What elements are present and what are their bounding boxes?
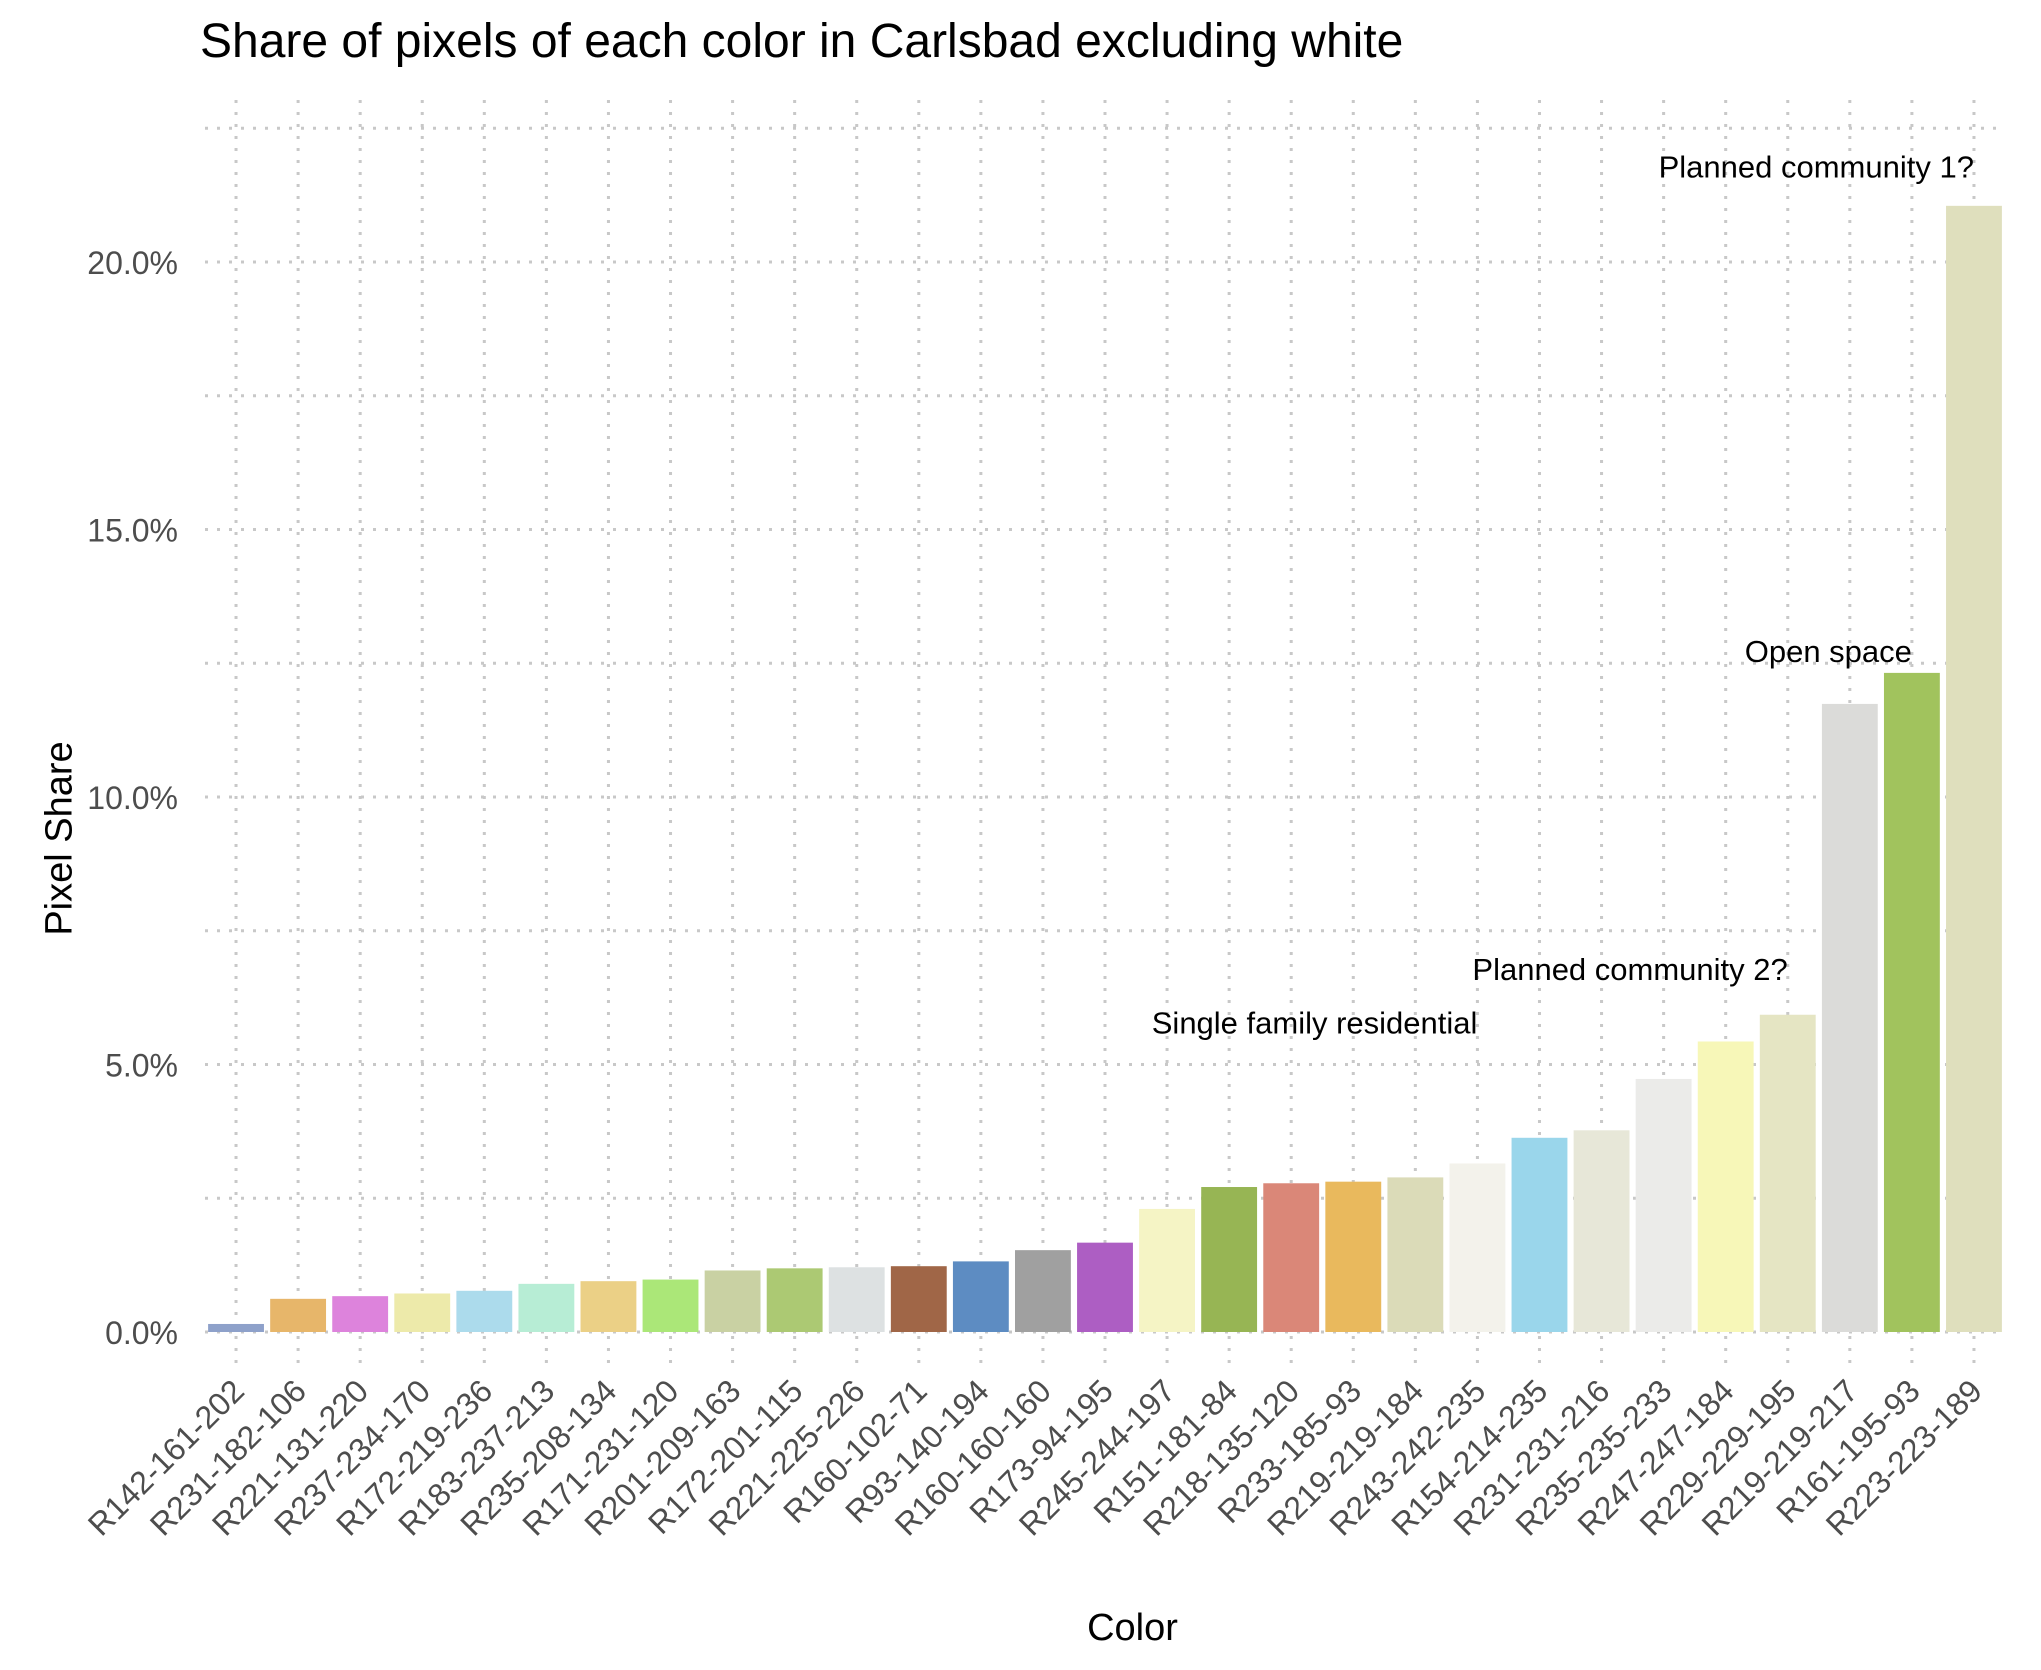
annotation-label: Single family residential [1152, 1006, 1478, 1041]
annotation-label: Planned community 1? [1659, 150, 1974, 185]
bar-R247-247-184 [1697, 1041, 1754, 1332]
bar-R231-231-216 [1573, 1130, 1630, 1332]
bar-R201-209-163 [704, 1270, 761, 1332]
bar-R223-223-189 [1946, 205, 2002, 1333]
y-tick-labels: 0.0% 5.0% 10.0% 15.0% 20.0% [87, 245, 178, 1351]
bar-R219-219-184 [1387, 1177, 1444, 1332]
bar-R173-94-195 [1077, 1242, 1133, 1332]
y-tick-label: 20.0% [87, 245, 178, 281]
annotation-label: Planned community 2? [1472, 952, 1787, 987]
bar-R142-161-202 [208, 1323, 264, 1332]
bar-R235-235-233 [1635, 1078, 1692, 1332]
bar-R243-242-235 [1449, 1163, 1506, 1332]
bar-R172-219-236 [456, 1290, 513, 1332]
bar-R151-181-84 [1201, 1187, 1258, 1332]
y-tick-label: 10.0% [87, 780, 178, 816]
annotation-label: Open space [1745, 634, 1912, 669]
bar-R245-244-197 [1139, 1208, 1195, 1332]
bar-R221-131-220 [332, 1296, 389, 1332]
bar-R221-225-226 [828, 1267, 885, 1332]
bar-R229-229-195 [1759, 1014, 1816, 1332]
bar-R218-135-120 [1263, 1183, 1320, 1332]
bar-R161-195-93 [1883, 672, 1940, 1332]
bar-R235-208-134 [580, 1281, 637, 1332]
y-tick-label: 5.0% [105, 1048, 178, 1084]
bar-R171-231-120 [642, 1279, 699, 1332]
chart-title: Share of pixels of each color in Carlsba… [200, 15, 1404, 68]
bar-R93-140-194 [952, 1261, 1009, 1332]
x-axis-title: Color [1087, 1607, 1178, 1649]
bar-R237-234-170 [394, 1293, 451, 1332]
bar-R160-102-71 [890, 1266, 947, 1332]
bar-R160-160-160 [1015, 1250, 1071, 1332]
bar-R154-214-235 [1511, 1137, 1568, 1332]
bars [208, 205, 2002, 1333]
bar-R231-182-106 [270, 1298, 327, 1332]
bar-R233-185-93 [1325, 1181, 1382, 1332]
y-tick-label: 15.0% [87, 513, 178, 549]
annotations: Planned community 1? Open space Planned co… [1152, 150, 1974, 1041]
bar-R219-219-217 [1821, 703, 1878, 1332]
y-tick-label: 0.0% [105, 1315, 178, 1351]
bar-R183-237-213 [518, 1283, 575, 1332]
bar-R172-201-115 [766, 1268, 823, 1332]
x-axis-title-wrap: Color [0, 1607, 2041, 1650]
x-tick-labels: R142-161-202R231-182-106R221-131-220R237… [81, 1372, 1989, 1542]
